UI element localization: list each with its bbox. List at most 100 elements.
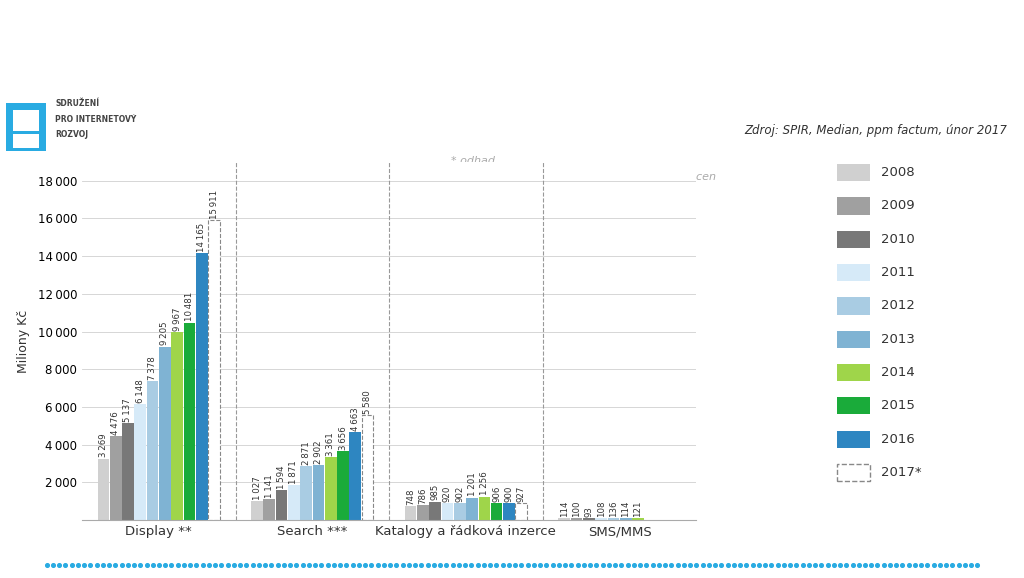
FancyBboxPatch shape <box>837 197 870 214</box>
Point <box>907 561 924 570</box>
Text: PRO INTERNETOVÝ: PRO INTERNETOVÝ <box>55 114 136 124</box>
Point <box>726 561 742 570</box>
Text: 2014: 2014 <box>881 366 914 379</box>
Point <box>151 561 167 570</box>
Point <box>900 561 916 570</box>
Point <box>94 561 111 570</box>
Point <box>432 561 449 570</box>
FancyBboxPatch shape <box>837 397 870 414</box>
Point <box>738 561 755 570</box>
Text: SDRUŽENÍ: SDRUŽENÍ <box>55 99 99 108</box>
Point <box>232 561 249 570</box>
Text: 100: 100 <box>572 501 581 517</box>
Bar <box>478 497 490 520</box>
Point <box>656 561 673 570</box>
Point <box>438 561 455 570</box>
Point <box>670 561 686 570</box>
Text: 5 580: 5 580 <box>364 390 372 414</box>
FancyBboxPatch shape <box>837 164 870 181</box>
Text: 6 148: 6 148 <box>136 379 144 403</box>
Point <box>944 561 961 570</box>
Point <box>376 561 392 570</box>
Point <box>525 561 542 570</box>
Point <box>469 561 485 570</box>
Text: 2011: 2011 <box>881 266 914 279</box>
Point <box>801 561 817 570</box>
Point <box>888 561 904 570</box>
Point <box>795 561 811 570</box>
Bar <box>251 501 263 520</box>
Point <box>825 561 842 570</box>
Bar <box>558 518 570 520</box>
Point <box>607 561 624 570</box>
FancyBboxPatch shape <box>837 231 870 248</box>
Point <box>700 561 717 570</box>
Bar <box>337 451 349 520</box>
Point <box>876 561 892 570</box>
Point <box>851 561 867 570</box>
Text: 1 027: 1 027 <box>253 476 261 500</box>
Point <box>357 561 374 570</box>
Point <box>282 561 298 570</box>
Point <box>601 561 617 570</box>
Point <box>970 561 986 570</box>
Point <box>364 561 380 570</box>
Point <box>394 561 411 570</box>
Text: 920: 920 <box>443 486 452 502</box>
Bar <box>288 485 300 520</box>
Point <box>182 561 199 570</box>
Text: 3 361: 3 361 <box>327 432 335 455</box>
Point <box>157 561 173 570</box>
Point <box>551 561 567 570</box>
Bar <box>429 502 441 520</box>
Point <box>495 561 511 570</box>
Point <box>788 561 805 570</box>
Point <box>407 561 423 570</box>
FancyBboxPatch shape <box>837 464 870 481</box>
Text: 9 205: 9 205 <box>161 322 169 346</box>
Point <box>719 561 735 570</box>
Point <box>108 561 124 570</box>
Point <box>400 561 417 570</box>
Point <box>638 561 654 570</box>
Point <box>620 561 636 570</box>
Point <box>100 561 117 570</box>
Point <box>144 561 161 570</box>
Point <box>476 561 493 570</box>
Bar <box>146 381 159 520</box>
Point <box>613 561 630 570</box>
Bar <box>208 220 220 520</box>
Bar <box>503 503 515 520</box>
Point <box>45 561 61 570</box>
Point <box>289 561 305 570</box>
Point <box>757 561 773 570</box>
Point <box>251 561 267 570</box>
Point <box>444 561 461 570</box>
Text: 2009: 2009 <box>881 199 914 213</box>
Point <box>163 561 179 570</box>
Bar <box>300 466 312 520</box>
Bar <box>183 323 196 520</box>
Text: 2015: 2015 <box>881 399 914 412</box>
Point <box>594 561 610 570</box>
Point <box>950 561 967 570</box>
FancyBboxPatch shape <box>837 431 870 448</box>
Text: 2008: 2008 <box>881 166 914 179</box>
Text: 900: 900 <box>505 486 513 502</box>
Point <box>332 561 348 570</box>
FancyBboxPatch shape <box>837 264 870 281</box>
Point <box>126 561 142 570</box>
Point <box>82 561 98 570</box>
Text: 5 137: 5 137 <box>124 398 132 422</box>
Bar <box>171 332 183 520</box>
Point <box>632 561 648 570</box>
Text: 2016: 2016 <box>881 433 914 446</box>
Point <box>894 561 910 570</box>
Point <box>956 561 973 570</box>
Text: 4 663: 4 663 <box>351 407 359 431</box>
Point <box>626 561 642 570</box>
Point <box>713 561 729 570</box>
Point <box>676 561 692 570</box>
Point <box>351 561 368 570</box>
Point <box>682 561 698 570</box>
